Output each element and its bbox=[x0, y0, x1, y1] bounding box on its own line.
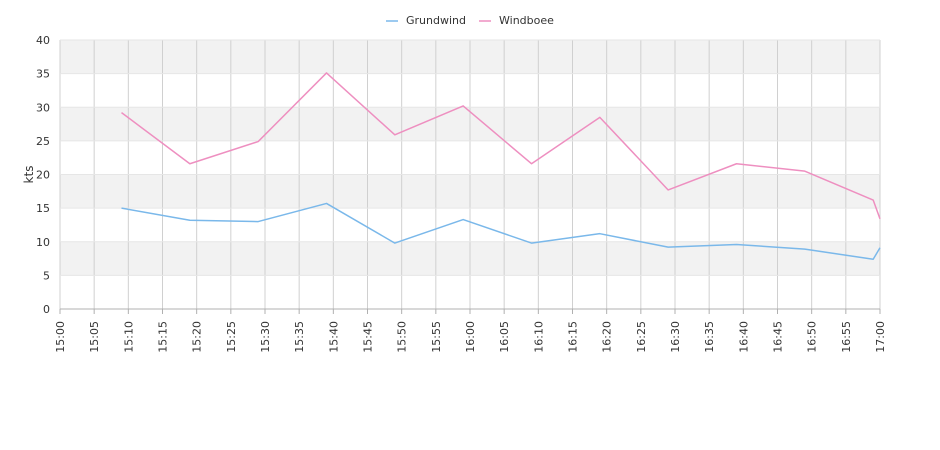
x-tick-label: 16:00 bbox=[464, 321, 477, 353]
x-tick-label: 16:10 bbox=[532, 321, 545, 353]
x-tick-label: 15:55 bbox=[430, 321, 443, 353]
x-tick-label: 15:00 bbox=[54, 321, 67, 353]
legend-item-windboee[interactable]: Windboee bbox=[479, 14, 554, 27]
x-tick-label: 17:00 bbox=[874, 321, 887, 353]
legend-label: Windboee bbox=[499, 14, 554, 27]
y-axis-title: kts bbox=[22, 166, 36, 184]
x-tick-label: 15:45 bbox=[362, 321, 375, 353]
x-tick-label: 16:20 bbox=[601, 321, 614, 353]
x-tick-label: 15:50 bbox=[396, 321, 409, 353]
x-tick-label: 15:15 bbox=[157, 321, 170, 353]
x-tick-label: 15:10 bbox=[122, 321, 135, 353]
y-tick-label: 40 bbox=[36, 34, 50, 47]
x-axis: 15:00 15:05 15:10 15:15 15:20 15:25 15:30 15:35… bbox=[54, 309, 887, 353]
x-tick-label: 15:35 bbox=[293, 321, 306, 353]
x-tick-label: 16:50 bbox=[806, 321, 819, 353]
x-tick-label: 15:25 bbox=[225, 321, 238, 353]
x-tick-label: 16:40 bbox=[737, 321, 750, 353]
y-tick-label: 30 bbox=[36, 101, 50, 114]
series-lines bbox=[121, 72, 881, 260]
legend-label: Grundwind bbox=[406, 14, 466, 27]
y-tick-label: 15 bbox=[36, 202, 50, 215]
x-tick-label: 16:35 bbox=[703, 321, 716, 353]
x-tick-label: 15:30 bbox=[259, 321, 272, 353]
y-tick-label: 10 bbox=[36, 236, 50, 249]
x-tick-label: 16:25 bbox=[635, 321, 648, 353]
x-tick-label: 15:20 bbox=[191, 321, 204, 353]
x-tick-label: 15:05 bbox=[88, 321, 101, 353]
y-tick-label: 25 bbox=[36, 135, 50, 148]
y-tick-label: 5 bbox=[43, 269, 50, 282]
x-tick-label: 15:40 bbox=[327, 321, 340, 353]
x-tick-label: 16:45 bbox=[772, 321, 785, 353]
x-tick-label: 16:15 bbox=[567, 321, 580, 353]
x-tick-label: 16:05 bbox=[498, 321, 511, 353]
legend-item-grundwind[interactable]: Grundwind bbox=[386, 14, 466, 27]
y-tick-label: 20 bbox=[36, 169, 50, 182]
series-line-grundwind bbox=[121, 202, 881, 260]
legend[interactable]: Grundwind Windboee bbox=[386, 14, 554, 27]
series-line-windboee bbox=[121, 72, 881, 220]
x-tick-label: 16:55 bbox=[840, 321, 853, 353]
x-tick-label: 16:30 bbox=[669, 321, 682, 353]
y-tick-label: 0 bbox=[43, 303, 50, 316]
y-tick-label: 35 bbox=[36, 68, 50, 81]
